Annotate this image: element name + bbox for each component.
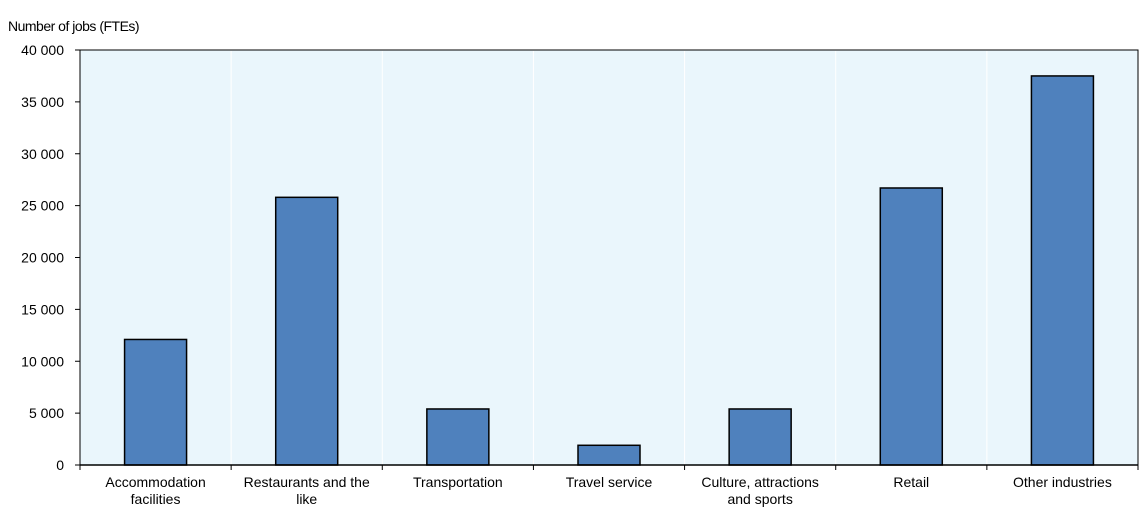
x-tick-label: Culture, attractions and sports — [701, 474, 819, 507]
y-tick-label: 10 000 — [21, 353, 64, 369]
y-tick-label: 25 000 — [21, 198, 64, 214]
y-tick-label: 40 000 — [21, 42, 64, 58]
x-tick-label: Retail — [893, 474, 929, 490]
bar — [879, 187, 944, 466]
bar — [123, 338, 188, 466]
y-tick-label: 35 000 — [21, 94, 64, 110]
y-tick-label: 30 000 — [21, 146, 64, 162]
x-tick-label: Other industries — [1013, 474, 1112, 490]
bar — [274, 196, 339, 466]
bar — [426, 408, 490, 466]
y-tick-label: 0 — [56, 457, 64, 473]
x-tick-label: Accommodation facilities — [105, 474, 205, 507]
y-tick-label: 15 000 — [21, 301, 64, 317]
bar — [1030, 75, 1095, 466]
bar — [577, 444, 641, 466]
y-axis-title: Number of jobs (FTEs) — [8, 18, 140, 34]
bar — [728, 408, 792, 466]
x-tick-label: Transportation — [413, 474, 503, 490]
y-tick-label: 5 000 — [29, 405, 64, 421]
x-tick-label: Restaurants and the like — [244, 474, 370, 507]
x-tick-label: Travel service — [566, 474, 653, 490]
plot-area — [79, 49, 1139, 466]
y-tick-label: 20 000 — [21, 250, 64, 266]
